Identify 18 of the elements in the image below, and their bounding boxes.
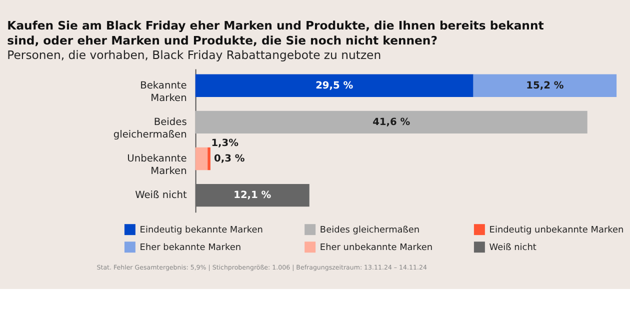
legend-label: Eindeutig bekannte Marken [140, 225, 263, 236]
data-label: 1,3% [211, 138, 239, 150]
chart-title: Kaufen Sie am Black Friday eher Marken und Produkte, die Ihnen bereits bekannt sind, oder eher Marken und Produkte, die Sie noch nicht kennen? [7, 18, 544, 48]
data-label: 41,6 % [372, 116, 410, 128]
legend-label: Eher bekannte Marken [140, 242, 242, 253]
y-tick-label: Beides gleichermaßen [113, 116, 187, 140]
legend-label: Beides gleichermaßen [320, 225, 420, 236]
data-label: 12,1 % [234, 190, 272, 202]
legend-label: Weiß nicht [489, 242, 537, 253]
y-tick-label: Weiß nicht [135, 190, 187, 202]
y-tick-label: Bekannte Marken [140, 80, 187, 104]
data-label: 15,2 % [526, 80, 564, 92]
chart-subtitle: Personen, die vorhaben, Black Friday Rabattangebote zu nutzen [7, 48, 382, 62]
data-label: 0,3 % [214, 153, 245, 164]
data-label: 29,5 % [316, 80, 354, 92]
legend-label: Eher unbekannte Marken [320, 242, 433, 253]
legend-label: Eindeutig unbekannte Marken [489, 225, 624, 236]
y-tick-label: Unbekannte Marken [127, 153, 187, 177]
